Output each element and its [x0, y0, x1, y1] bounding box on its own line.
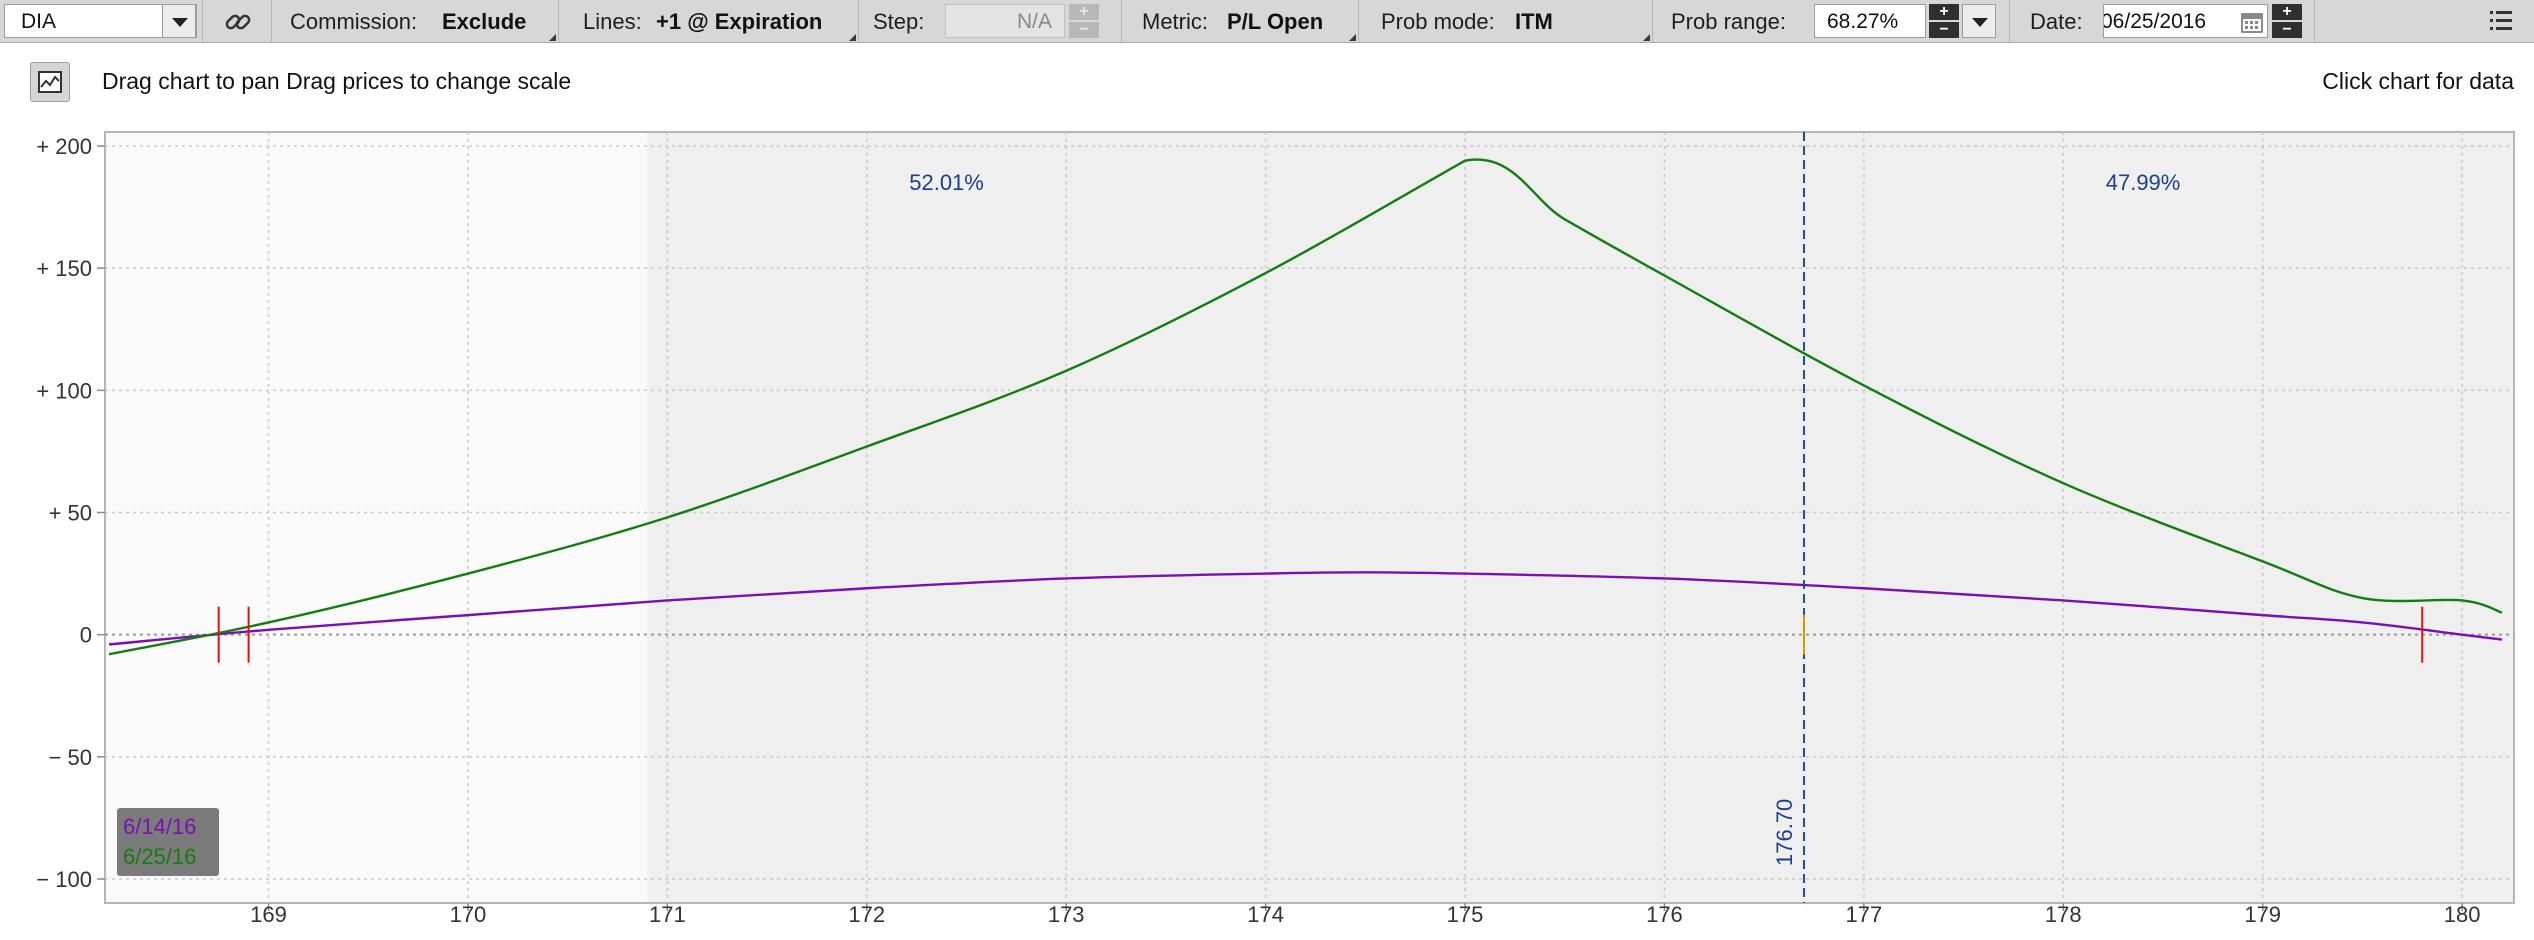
- y-tick-label: + 150: [36, 256, 92, 281]
- prob-range-label: Prob range:: [1671, 9, 1786, 34]
- step-segment: Step: N/A + −: [859, 0, 1122, 43]
- x-tick-label: 177: [1846, 902, 1883, 927]
- lines-segment[interactable]: Lines: +1 @ Expiration: [559, 0, 859, 43]
- metric-corner-icon: [1349, 34, 1356, 41]
- calendar-icon[interactable]: [2240, 10, 2264, 34]
- symbol-dropdown-button[interactable]: [162, 4, 196, 38]
- series-line-6-14: [108, 571, 2503, 646]
- date-increment-button[interactable]: +: [2272, 4, 2302, 20]
- symbol-input[interactable]: DIA: [4, 4, 197, 38]
- x-tick-label: 174: [1247, 902, 1284, 927]
- prob-range-value: 68.27%: [1827, 10, 1899, 33]
- link-icon[interactable]: [220, 4, 256, 40]
- prob-range-decrement-button[interactable]: −: [1929, 22, 1959, 38]
- date-segment: Date: 06/25/2016 + −: [2010, 0, 2315, 43]
- x-tick-label: 172: [848, 902, 885, 927]
- metric-label: Metric:: [1142, 9, 1208, 34]
- y-tick-label: − 50: [49, 745, 92, 770]
- chart-grid: [97, 132, 2514, 911]
- prob-range-segment: Prob range: 68.27% + −: [1653, 0, 2010, 43]
- step-value: N/A: [1016, 10, 1052, 33]
- x-tick-label: 171: [649, 902, 686, 927]
- y-tick-label: 0: [80, 623, 92, 648]
- symbol-value: DIA: [21, 10, 57, 33]
- y-tick-label: + 200: [36, 134, 92, 159]
- lines-label: Lines:: [583, 9, 642, 34]
- prob-mode-segment[interactable]: Prob mode: ITM: [1359, 0, 1653, 43]
- commission-corner-icon: [549, 34, 556, 41]
- probability-region: [647, 133, 2513, 902]
- x-tick-label: 179: [2244, 902, 2281, 927]
- prob-mode-corner-icon: [1643, 34, 1650, 41]
- chart-instructions: Drag chart to pan Drag prices to change …: [102, 68, 572, 94]
- prob-range-input[interactable]: 68.27%: [1814, 4, 1926, 38]
- step-label: Step:: [873, 9, 925, 34]
- commission-segment[interactable]: Commission: Exclude: [272, 0, 559, 43]
- x-tick-label: 176: [1646, 902, 1683, 927]
- metric-value[interactable]: P/L Open: [1227, 9, 1324, 34]
- x-tick-label: 170: [450, 902, 487, 927]
- prob-mode-value[interactable]: ITM: [1515, 9, 1553, 34]
- click-chart-hint: Click chart for data: [2322, 68, 2514, 94]
- commission-value[interactable]: Exclude: [442, 9, 527, 34]
- prob-range-increment-button[interactable]: +: [1929, 4, 1959, 20]
- metric-segment[interactable]: Metric: P/L Open: [1122, 0, 1359, 43]
- commission-label: Commission:: [290, 9, 418, 34]
- y-tick-label: + 50: [49, 501, 92, 526]
- chart-background: [104, 131, 2515, 904]
- link-segment: [204, 0, 272, 43]
- chart-legend: 6/14/16 6/25/16: [117, 808, 219, 876]
- info-row: Drag chart to pan Drag prices to change …: [0, 44, 2534, 124]
- prob-right-label: 47.99%: [2106, 170, 2181, 195]
- x-tick-label: 173: [1048, 902, 1085, 927]
- date-stepper[interactable]: + −: [2272, 4, 2302, 38]
- chart-series: [108, 158, 2503, 656]
- date-label: Date:: [2030, 9, 2083, 34]
- legend-entry-6-25: 6/25/16: [123, 844, 197, 869]
- legend-entry-6-14: 6/14/16: [123, 814, 197, 839]
- toolbar: DIA Commission: Exclude Lines: +1 @ Expi…: [0, 0, 2534, 43]
- step-increment-button[interactable]: +: [1069, 4, 1099, 20]
- prob-left-label: 52.01%: [909, 170, 984, 195]
- step-stepper[interactable]: + −: [1069, 4, 1099, 38]
- series-line-6-25: [108, 158, 2503, 656]
- lines-corner-icon: [849, 34, 856, 41]
- lines-value[interactable]: +1 @ Expiration: [656, 9, 823, 34]
- date-decrement-button[interactable]: −: [2272, 22, 2302, 38]
- current-price-label: 176.70: [1772, 799, 1797, 866]
- prob-range-dropdown-button[interactable]: [1962, 4, 1996, 38]
- step-input[interactable]: N/A: [945, 4, 1065, 38]
- x-tick-label: 175: [1447, 902, 1484, 927]
- x-tick-label: 178: [2045, 902, 2082, 927]
- date-value: 06/25/2016: [2103, 10, 2207, 33]
- y-tick-label: + 100: [36, 378, 92, 403]
- date-input[interactable]: 06/25/2016: [2103, 4, 2268, 38]
- prob-mode-label: Prob mode:: [1381, 9, 1495, 34]
- chart-markers: [217, 132, 2424, 903]
- prob-range-stepper[interactable]: + −: [1929, 4, 1959, 38]
- x-tick-label: 169: [250, 902, 287, 927]
- hamburger-menu-icon[interactable]: [2486, 6, 2516, 36]
- chart-labels: + 200 + 150 + 100 + 50 0 − 50 − 100 169 170 171 17…: [36, 134, 2480, 927]
- chart-type-button[interactable]: [30, 62, 70, 102]
- symbol-segment: DIA: [0, 0, 203, 43]
- chart-type-icon: [38, 71, 62, 93]
- step-decrement-button[interactable]: −: [1069, 22, 1099, 38]
- x-tick-label: 180: [2444, 902, 2481, 927]
- y-tick-label: − 100: [36, 867, 92, 892]
